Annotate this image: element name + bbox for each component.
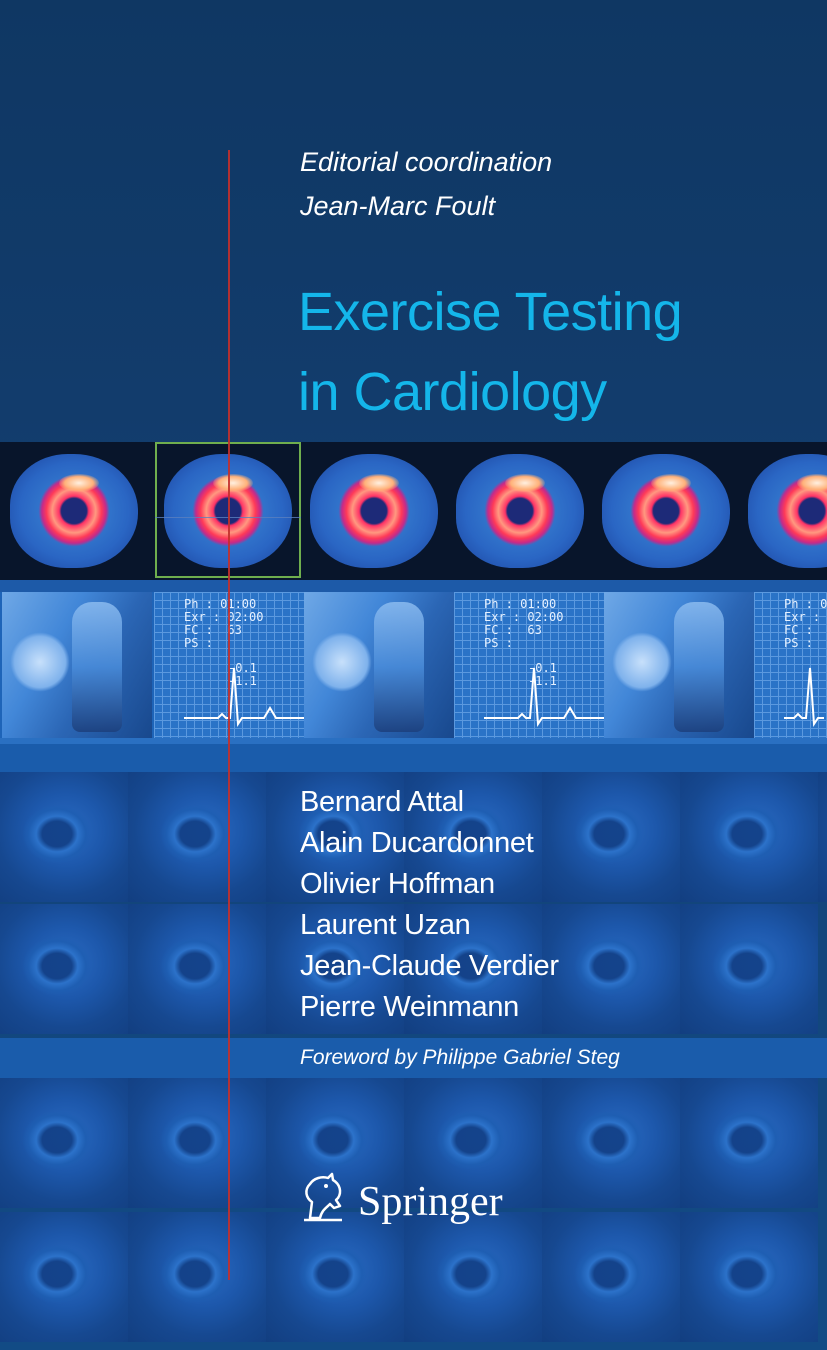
- title-line-1: Exercise Testing: [298, 282, 683, 342]
- editorial-label: Editorial coordination: [300, 147, 553, 177]
- scan-image: [4, 446, 144, 576]
- ecg-heart-rate: FC : 63: [184, 623, 242, 637]
- ecg-exercise: Exr : 02:00: [784, 610, 821, 624]
- ecg-pressure: PS :: [184, 636, 213, 650]
- scan-image: [596, 446, 736, 576]
- ecg-pressure: PS :: [484, 636, 513, 650]
- ecg-trace: [184, 667, 304, 727]
- stress-test-strip: Ph : 01:00 Exr : 02:00 FC : 63 PS : -0.1…: [0, 592, 827, 738]
- author-name: Olivier Hoffman: [300, 868, 495, 900]
- ecg-exercise: Exr : 02:00: [484, 610, 564, 624]
- band-divider: [0, 738, 827, 772]
- ecg-panel: Ph : 01:00 Exr : 02:00 FC : 63 PS : -0.1…: [454, 592, 604, 738]
- ecg-pressure: PS :: [784, 636, 813, 650]
- ecg-trace: [784, 667, 824, 727]
- author-name: Pierre Weinmann: [300, 991, 520, 1023]
- book-title: Exercise Testing in Cardiology: [298, 272, 683, 432]
- stress-test-photo: [604, 592, 754, 738]
- author-name: Laurent Uzan: [300, 909, 471, 941]
- stress-test-photo: [304, 592, 454, 738]
- author-name: Alain Ducardonnet: [300, 827, 534, 859]
- horse-head-icon: [304, 1172, 342, 1222]
- red-vertical-line: [228, 150, 230, 1280]
- scan-image: [450, 446, 590, 576]
- author-name: Bernard Attal: [300, 786, 464, 818]
- foreword-text: Foreword by Philippe Gabriel Steg: [300, 1046, 620, 1069]
- ecg-phase: Ph : 01:00: [784, 597, 827, 611]
- ecg-heart-rate: FC : 63: [784, 623, 813, 637]
- stress-test-photo: [2, 592, 152, 738]
- tiled-scan-background: [0, 772, 827, 1350]
- scan-image: [742, 446, 827, 576]
- ecg-phase: Ph : 01:00: [184, 597, 257, 611]
- perfusion-scan-strip: [0, 442, 827, 580]
- editorial-block: Editorial coordination Jean-Marc Foult: [300, 140, 552, 228]
- ecg-trace: [484, 667, 604, 727]
- author-list: Bernard Attal Alain Ducardonnet Olivier …: [300, 782, 559, 1028]
- band-divider: [0, 580, 827, 592]
- ecg-heart-rate: FC : 63: [484, 623, 542, 637]
- foreword-band: [0, 1038, 827, 1078]
- ecg-panel: Ph : 01:00 Exr : 02:00 FC : 63 PS :: [754, 592, 827, 738]
- author-name: Jean-Claude Verdier: [300, 950, 559, 982]
- ecg-phase: Ph : 01:00: [484, 597, 557, 611]
- publisher-name: Springer: [358, 1179, 503, 1225]
- ecg-exercise: Exr : 02:00: [184, 610, 264, 624]
- title-line-2: in Cardiology: [298, 362, 607, 422]
- editorial-name: Jean-Marc Foult: [300, 191, 496, 221]
- scan-image: [304, 446, 444, 576]
